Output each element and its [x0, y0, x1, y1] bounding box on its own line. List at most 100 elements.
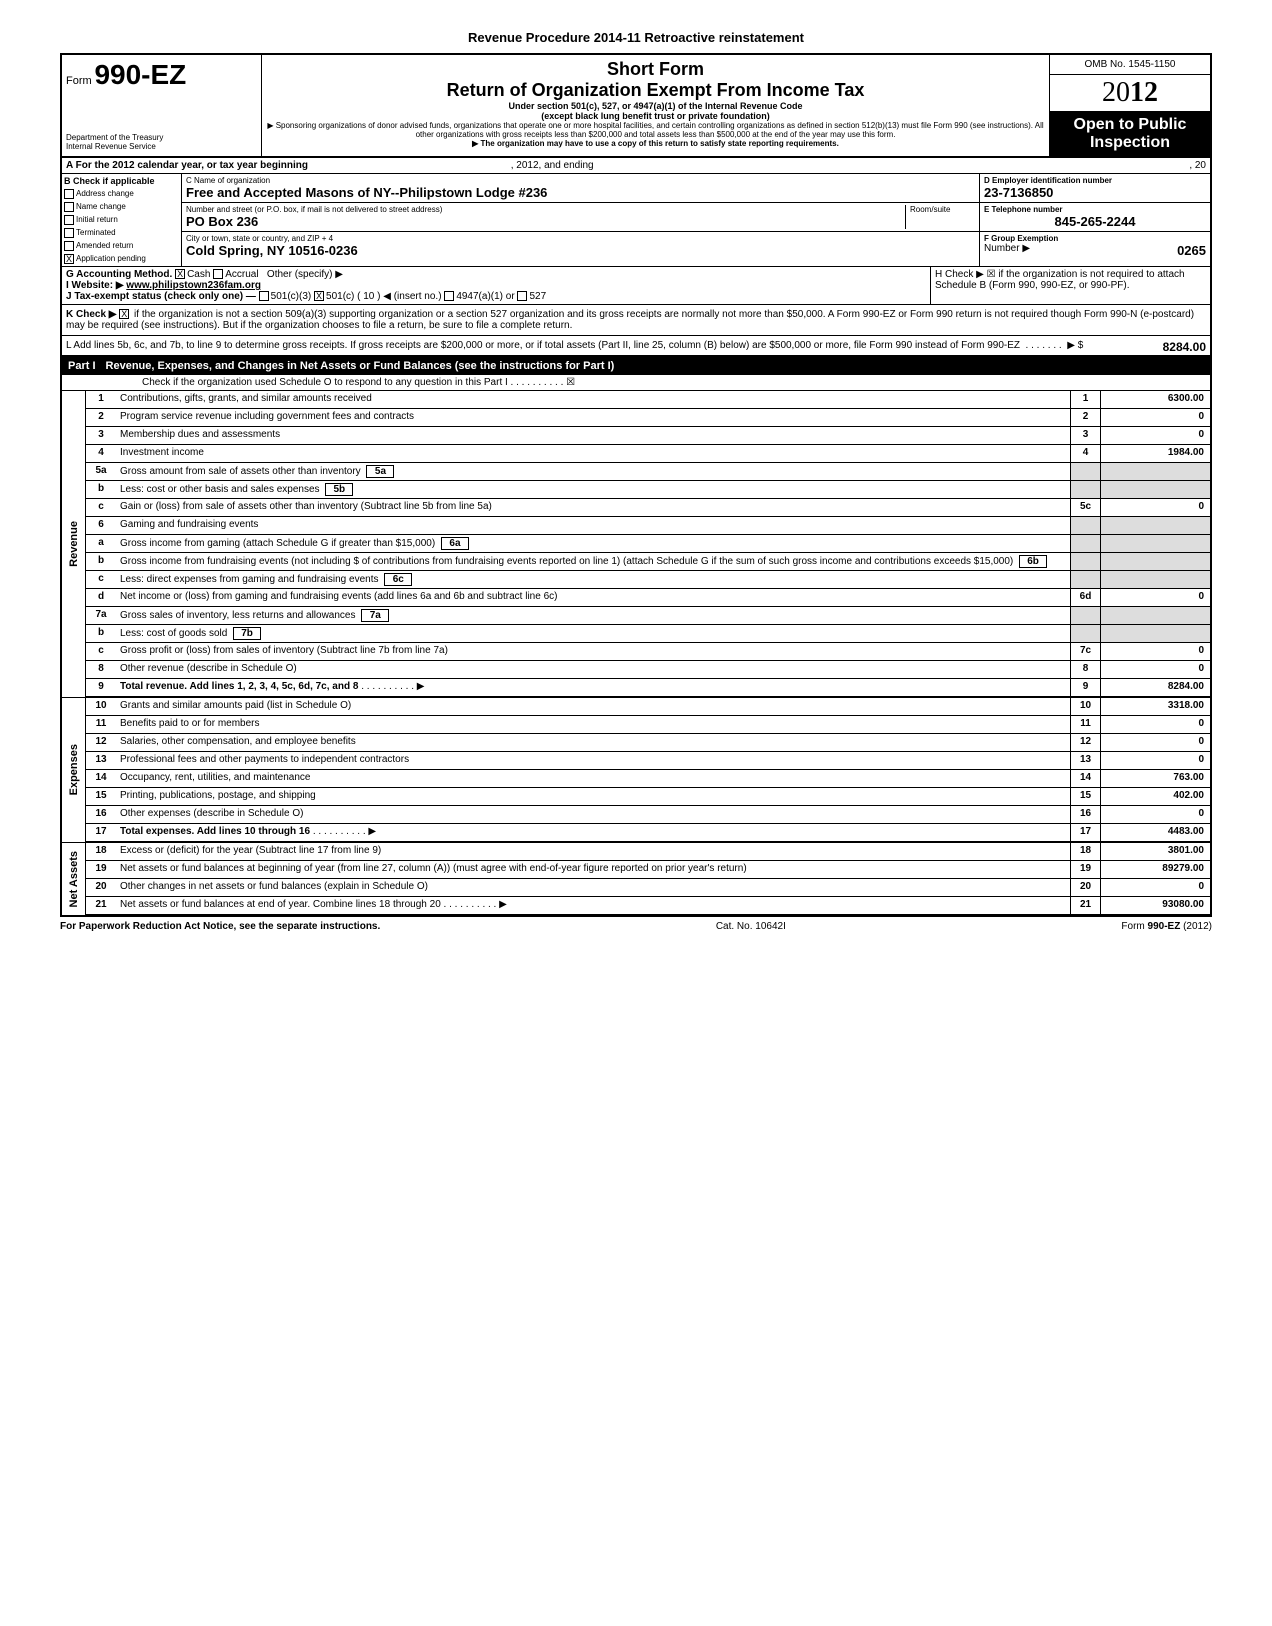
row-a-left: A For the 2012 calendar year, or tax yea… — [66, 160, 308, 171]
line-desc: Other revenue (describe in Schedule O) — [116, 661, 1070, 678]
line-box-number: 10 — [1070, 698, 1100, 715]
line-box-number: 13 — [1070, 752, 1100, 769]
col-c: C Name of organization Free and Accepted… — [182, 174, 980, 266]
b-item-label: Address change — [76, 189, 134, 198]
line-number: 10 — [86, 698, 116, 715]
line-row: cLess: direct expenses from gaming and f… — [86, 571, 1210, 589]
inner-box: 6c — [384, 573, 412, 586]
dept-irs: Internal Revenue Service — [66, 143, 257, 152]
i-label: I Website: ▶ — [66, 280, 124, 291]
label-phone: E Telephone number — [984, 205, 1206, 214]
g-label: G Accounting Method. — [66, 269, 172, 280]
cash-checkbox[interactable]: X — [175, 269, 185, 279]
k-label: K Check ▶ — [66, 309, 116, 320]
row-a: A For the 2012 calendar year, or tax yea… — [62, 158, 1210, 174]
line-value: 3801.00 — [1100, 843, 1210, 860]
row-a-mid: , 2012, and ending — [511, 160, 594, 171]
line-row: bGross income from fundraising events (n… — [86, 553, 1210, 571]
line-number: 21 — [86, 897, 116, 914]
line-desc: Salaries, other compensation, and employ… — [116, 734, 1070, 751]
line-box-number: 2 — [1070, 409, 1100, 426]
line-number: d — [86, 589, 116, 606]
line-desc: Net assets or fund balances at beginning… — [116, 861, 1070, 878]
line-value — [1100, 625, 1210, 642]
j-opt3: 4947(a)(1) or — [456, 291, 514, 302]
line-number: 9 — [86, 679, 116, 696]
line-box-number — [1070, 625, 1100, 642]
line-value: 1984.00 — [1100, 445, 1210, 462]
line-value — [1100, 571, 1210, 588]
line-box-number: 18 — [1070, 843, 1100, 860]
b-checkbox-5[interactable]: X — [64, 254, 74, 264]
line-desc: Gross amount from sale of assets other t… — [116, 463, 1070, 480]
line-value: 0 — [1100, 734, 1210, 751]
b-checkbox-1[interactable] — [64, 202, 74, 212]
j-527-checkbox[interactable] — [517, 291, 527, 301]
ein: 23-7136850 — [984, 185, 1206, 200]
line-box-number: 15 — [1070, 788, 1100, 805]
line-number: c — [86, 499, 116, 516]
b-item-label: Terminated — [76, 228, 116, 237]
j-501c-checkbox[interactable]: X — [314, 291, 324, 301]
line-row: 21Net assets or fund balances at end of … — [86, 897, 1210, 915]
line-desc: Net assets or fund balances at end of ye… — [116, 897, 1070, 914]
row-a-right: , 20 — [1046, 160, 1206, 171]
line-desc: Less: cost or other basis and sales expe… — [116, 481, 1070, 498]
col-b-header: B Check if applicable — [64, 176, 179, 186]
line-number: b — [86, 553, 116, 570]
b-item-label: Amended return — [76, 241, 133, 250]
line-number: c — [86, 571, 116, 588]
b-checkbox-2[interactable] — [64, 215, 74, 225]
line-row: cGain or (loss) from sale of assets othe… — [86, 499, 1210, 517]
header-note-2: ▶ The organization may have to use a cop… — [266, 139, 1045, 148]
col-b: B Check if applicable Address changeName… — [62, 174, 182, 266]
b-checkbox-4[interactable] — [64, 241, 74, 251]
line-value: 0 — [1100, 643, 1210, 660]
line-box-number: 7c — [1070, 643, 1100, 660]
line-number: 11 — [86, 716, 116, 733]
b-checkbox-0[interactable] — [64, 189, 74, 199]
line-value: 4483.00 — [1100, 824, 1210, 841]
line-box-number: 14 — [1070, 770, 1100, 787]
line-desc: Contributions, gifts, grants, and simila… — [116, 391, 1070, 408]
b-checkbox-3[interactable] — [64, 228, 74, 238]
footer-right: Form 990-EZ (2012) — [1121, 921, 1212, 932]
accrual-checkbox[interactable] — [213, 269, 223, 279]
line-box-number — [1070, 607, 1100, 624]
line-value: 0 — [1100, 806, 1210, 823]
j-501c3-checkbox[interactable] — [259, 291, 269, 301]
j-opt4: 527 — [529, 291, 546, 302]
b-item-label: Initial return — [76, 215, 118, 224]
line-value: 0 — [1100, 661, 1210, 678]
line-desc: Gross sales of inventory, less returns a… — [116, 607, 1070, 624]
line-row: 10Grants and similar amounts paid (list … — [86, 698, 1210, 716]
line-row: 3Membership dues and assessments30 — [86, 427, 1210, 445]
line-value — [1100, 553, 1210, 570]
inner-box: 5b — [325, 483, 353, 496]
k-checkbox[interactable]: X — [119, 309, 129, 319]
row-i: I Website: ▶ www.philipstown236fam.org — [66, 280, 926, 291]
line-desc: Other expenses (describe in Schedule O) — [116, 806, 1070, 823]
line-value: 89279.00 — [1100, 861, 1210, 878]
expenses-section: Expenses 10Grants and similar amounts pa… — [62, 697, 1210, 842]
line-row: 15Printing, publications, postage, and s… — [86, 788, 1210, 806]
line-desc: Other changes in net assets or fund bala… — [116, 879, 1070, 896]
form-number: 990-EZ — [94, 59, 186, 90]
short-form-title: Short Form — [266, 59, 1045, 80]
inner-box: 6b — [1019, 555, 1047, 568]
line-value — [1100, 481, 1210, 498]
line-number: 20 — [86, 879, 116, 896]
j-4947-checkbox[interactable] — [444, 291, 454, 301]
line-value: 6300.00 — [1100, 391, 1210, 408]
inner-box: 7a — [361, 609, 389, 622]
line-row: 8Other revenue (describe in Schedule O)8… — [86, 661, 1210, 679]
line-number: 16 — [86, 806, 116, 823]
part1-check-row: Check if the organization used Schedule … — [62, 375, 1210, 391]
col-def: D Employer identification number 23-7136… — [980, 174, 1210, 266]
line-row: 11Benefits paid to or for members110 — [86, 716, 1210, 734]
line-box-number: 1 — [1070, 391, 1100, 408]
label-ein: D Employer identification number — [984, 176, 1206, 185]
row-h: H Check ▶ ☒ if the organization is not r… — [930, 267, 1210, 304]
line-box-number — [1070, 571, 1100, 588]
line-desc: Membership dues and assessments — [116, 427, 1070, 444]
